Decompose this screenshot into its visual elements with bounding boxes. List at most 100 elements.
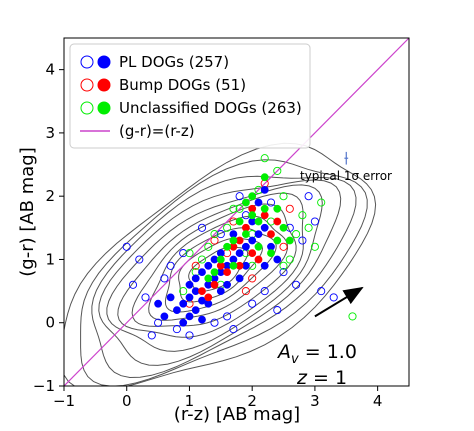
data-points	[122, 154, 357, 340]
data-point-hollow	[298, 236, 307, 245]
data-point-filled	[248, 236, 257, 245]
av-value: = 1.0	[299, 341, 357, 363]
data-point-filled	[185, 280, 194, 289]
data-point-filled	[235, 217, 244, 226]
data-point-hollow	[185, 331, 194, 340]
data-point-hollow	[172, 325, 181, 334]
reddening-vector-arrow	[314, 286, 364, 318]
legend-box	[69, 43, 311, 149]
legend-label: (g-r)=(r-z)	[119, 122, 195, 140]
data-point-filled	[204, 261, 213, 270]
data-point-hollow	[260, 154, 269, 163]
data-point-hollow	[179, 287, 188, 296]
data-point-filled	[254, 242, 263, 251]
data-point-hollow	[216, 230, 225, 239]
data-point-filled	[154, 299, 162, 308]
data-point-hollow	[185, 249, 194, 258]
data-point-filled	[191, 274, 200, 283]
data-point-hollow	[304, 223, 313, 232]
data-point-filled	[198, 268, 206, 276]
data-point-filled	[267, 230, 275, 238]
data-point-filled	[191, 306, 200, 314]
x-tick-label: −1	[53, 392, 75, 410]
data-point-filled	[216, 255, 225, 264]
data-point-filled	[260, 185, 269, 194]
typical-error-annotation: typical 1σ error	[300, 151, 392, 183]
data-point-filled	[216, 287, 225, 295]
legend-label: Unclassified DOGs (263)	[119, 99, 302, 117]
z-letter: z	[296, 367, 308, 389]
data-point-hollow	[210, 318, 219, 327]
data-point-filled	[223, 268, 231, 276]
data-point-filled	[210, 280, 219, 289]
data-point-filled	[235, 249, 244, 257]
legend-label: PL DOGs (257)	[119, 53, 229, 71]
data-point-filled	[172, 306, 181, 314]
data-point-filled	[210, 268, 219, 276]
data-point-hollow	[241, 287, 250, 296]
data-point-filled	[248, 249, 257, 257]
data-point-hollow	[141, 293, 150, 302]
data-point-filled	[160, 312, 169, 321]
data-point-hollow	[348, 312, 357, 321]
plot-frame	[63, 37, 410, 387]
data-point-hollow	[298, 211, 307, 220]
legend-marker-hollow	[80, 78, 94, 92]
data-point-hollow	[310, 242, 319, 251]
data-point-hollow	[329, 293, 338, 302]
data-point-hollow	[273, 306, 282, 315]
data-point-hollow	[260, 287, 269, 296]
data-point-filled	[285, 236, 294, 245]
data-point-filled	[254, 198, 263, 207]
legend-label: Bump DOGs (51)	[119, 76, 246, 94]
y-tick-label: 4	[45, 61, 55, 79]
data-point-filled	[260, 204, 269, 213]
data-point-hollow	[279, 242, 288, 251]
legend-marker-filled	[97, 78, 111, 92]
data-point-hollow	[210, 236, 219, 245]
data-point-hollow	[266, 198, 276, 207]
data-point-filled	[241, 242, 250, 251]
data-point-hollow	[235, 192, 244, 201]
x-tick-label: 0	[122, 392, 132, 410]
contour-level	[80, 159, 368, 386]
legend-marker-hollow	[80, 101, 94, 115]
data-point-filled	[229, 261, 238, 270]
data-point-hollow	[304, 192, 313, 201]
data-point-hollow	[229, 204, 238, 213]
data-point-filled	[273, 255, 282, 264]
data-point-filled	[204, 274, 213, 283]
y-tick-label: 0	[45, 314, 55, 332]
data-point-hollow	[248, 274, 257, 283]
data-point-hollow	[135, 255, 144, 264]
data-point-hollow	[179, 249, 188, 258]
data-point-filled	[260, 261, 269, 270]
y-tick-label: 3	[45, 124, 55, 142]
contour-level	[106, 184, 323, 352]
data-point-hollow	[210, 230, 219, 239]
z-label: z = 1	[296, 367, 347, 389]
data-point-hollow	[285, 204, 294, 213]
data-point-hollow	[292, 280, 301, 289]
typical-error-label: typical 1σ error	[300, 169, 392, 183]
av-letter: A	[276, 341, 291, 363]
data-point-hollow	[279, 268, 288, 277]
data-point-hollow	[317, 287, 326, 296]
legend-marker-filled	[97, 101, 111, 115]
data-point-filled	[179, 299, 188, 308]
data-point-filled	[267, 249, 275, 257]
data-point-hollow	[154, 318, 163, 327]
data-point-filled	[198, 296, 206, 305]
data-point-hollow	[191, 261, 200, 270]
legend: PL DOGs (257) Bump DOGs (51) Unclassified …	[69, 43, 311, 149]
contour-level	[178, 237, 264, 303]
data-point-hollow	[128, 280, 138, 289]
data-point-hollow	[122, 242, 131, 251]
contour-level	[148, 215, 289, 321]
x-tick-label: 3	[310, 392, 320, 410]
data-point-hollow	[292, 230, 301, 239]
data-point-hollow	[248, 299, 257, 308]
data-point-filled	[185, 293, 194, 302]
data-point-hollow	[317, 198, 326, 207]
